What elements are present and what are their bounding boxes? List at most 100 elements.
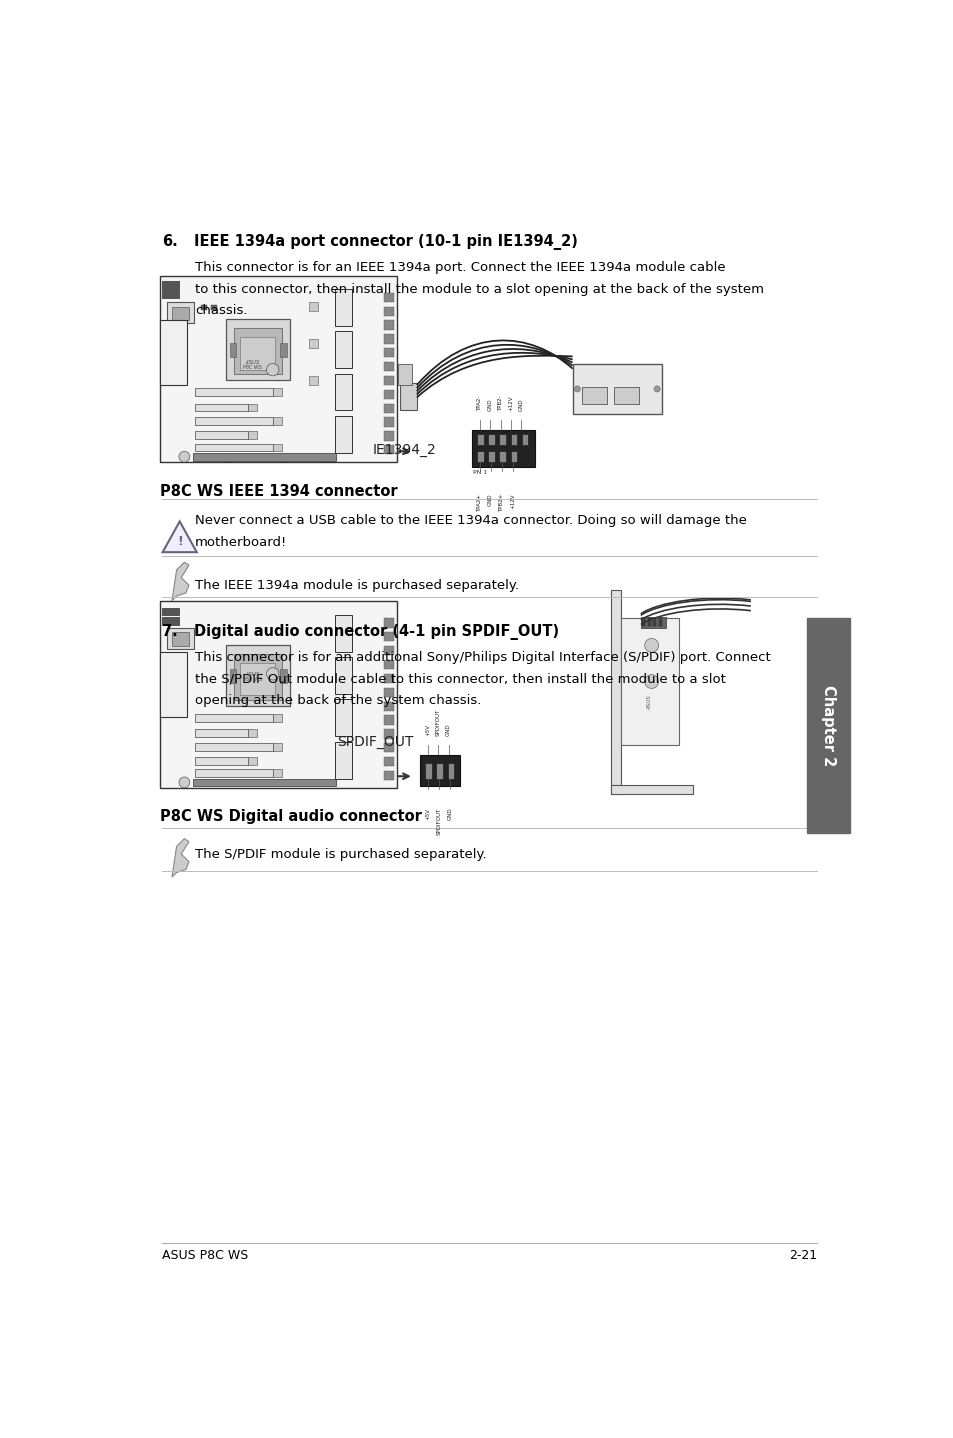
Text: GND: GND — [518, 398, 523, 411]
Bar — [425, 764, 431, 778]
Text: IE1394_2: IE1394_2 — [373, 443, 436, 457]
Text: !: ! — [176, 535, 182, 548]
Bar — [193, 453, 335, 460]
Text: +5V: +5V — [425, 808, 430, 820]
Bar — [614, 387, 639, 404]
Bar — [273, 417, 282, 426]
Bar — [160, 651, 187, 718]
Text: TPA2-: TPA2- — [476, 395, 481, 411]
Bar — [195, 743, 273, 751]
Bar — [384, 362, 394, 371]
Bar — [195, 404, 248, 411]
Bar — [384, 417, 394, 427]
Bar — [195, 417, 273, 426]
Bar — [581, 387, 606, 404]
Text: +12V: +12V — [510, 493, 515, 509]
Text: The S/PDIF module is purchased separately.: The S/PDIF module is purchased separatel… — [195, 848, 486, 861]
Text: GND: GND — [447, 808, 452, 821]
Bar — [384, 660, 394, 669]
Bar — [273, 388, 282, 395]
Bar — [160, 319, 187, 385]
Bar — [233, 654, 282, 700]
Bar — [384, 306, 394, 316]
Text: opening at the back of the system chassis.: opening at the back of the system chassi… — [195, 695, 481, 707]
Bar — [309, 339, 318, 348]
Bar — [384, 293, 394, 302]
Text: the S/PDIF Out module cable to this connector, then install the module to a slot: the S/PDIF Out module cable to this conn… — [195, 673, 725, 686]
Bar — [521, 434, 527, 446]
Bar — [384, 687, 394, 697]
Circle shape — [179, 777, 190, 788]
Text: motherboard!: motherboard! — [195, 536, 287, 549]
Bar — [162, 617, 179, 624]
Text: P8C WS Digital audio connector: P8C WS Digital audio connector — [160, 810, 422, 824]
Bar — [611, 785, 692, 794]
Bar — [226, 319, 290, 381]
Bar — [384, 743, 394, 752]
Bar — [248, 431, 257, 439]
Bar — [384, 633, 394, 641]
Text: SPDIFOUT: SPDIFOUT — [436, 709, 440, 736]
Circle shape — [574, 385, 579, 393]
Text: Digital audio connector (4-1 pin SPDIF_OUT): Digital audio connector (4-1 pin SPDIF_O… — [194, 624, 559, 640]
Bar — [248, 729, 257, 736]
Text: The IEEE 1394a module is purchased separately.: The IEEE 1394a module is purchased separ… — [195, 580, 518, 592]
Text: P8C WS: P8C WS — [243, 365, 262, 370]
Bar — [384, 404, 394, 413]
Bar — [647, 618, 650, 626]
Bar — [436, 764, 442, 778]
Text: +5V: +5V — [425, 725, 430, 736]
Bar — [384, 716, 394, 725]
Polygon shape — [162, 522, 196, 552]
Circle shape — [179, 452, 190, 462]
Bar — [248, 404, 257, 411]
Bar — [384, 431, 394, 440]
Bar — [658, 618, 661, 626]
Bar — [384, 375, 394, 385]
Bar — [620, 618, 679, 745]
Text: TPB2+: TPB2+ — [498, 493, 504, 512]
Bar — [384, 646, 394, 656]
Bar — [195, 388, 273, 395]
Bar — [641, 618, 645, 626]
Bar — [384, 334, 394, 344]
Bar — [384, 729, 394, 739]
Bar — [195, 431, 248, 439]
Bar — [335, 657, 352, 695]
Bar — [384, 446, 394, 454]
Text: This connector is for an IEEE 1394a port. Connect the IEEE 1394a module cable: This connector is for an IEEE 1394a port… — [195, 262, 725, 275]
Bar — [335, 289, 352, 326]
Bar — [167, 627, 194, 649]
Bar — [233, 328, 282, 374]
Bar — [195, 443, 273, 452]
Text: GND: GND — [487, 398, 492, 411]
Text: ASUS: ASUS — [647, 696, 652, 710]
Bar — [499, 452, 505, 462]
Text: PN 1: PN 1 — [473, 470, 487, 475]
Bar — [195, 756, 248, 765]
Bar — [335, 374, 352, 410]
Text: chassis.: chassis. — [195, 305, 248, 318]
Bar — [195, 729, 248, 736]
Bar — [230, 669, 236, 683]
Bar — [384, 771, 394, 779]
Text: /ISUS: /ISUS — [245, 672, 259, 676]
Bar — [160, 601, 396, 788]
Bar — [384, 674, 394, 683]
Text: 2-21: 2-21 — [788, 1250, 816, 1263]
Bar — [162, 290, 179, 298]
Bar — [499, 434, 505, 446]
Bar — [399, 383, 416, 410]
Text: /ISUS: /ISUS — [245, 360, 259, 364]
Bar — [160, 276, 396, 462]
Bar — [195, 769, 273, 777]
Bar — [806, 617, 849, 833]
Bar — [335, 614, 352, 651]
Circle shape — [654, 385, 659, 393]
Bar — [384, 756, 394, 766]
Text: TPB2-: TPB2- — [497, 395, 502, 411]
Text: +12V: +12V — [508, 395, 513, 411]
Bar — [193, 778, 335, 787]
Bar — [240, 663, 274, 696]
Text: P8C WS IEEE 1394 connector: P8C WS IEEE 1394 connector — [160, 483, 397, 499]
